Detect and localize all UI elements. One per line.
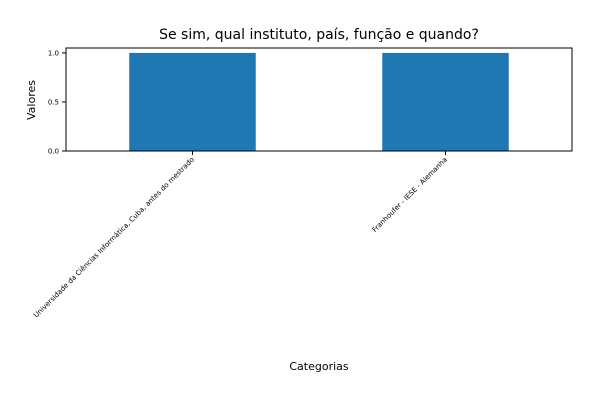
y-tick-label: 0.0 (48, 148, 59, 156)
x-axis-label: Categorias (289, 360, 349, 373)
x-tick-label: Universidade da Ciências Informática, Cu… (32, 156, 196, 320)
y-tick-label: 0.5 (48, 98, 59, 106)
bar (129, 52, 256, 151)
bar (382, 52, 509, 151)
plot-frame (65, 47, 573, 152)
y-axis-label: Valores (25, 80, 38, 120)
x-tick-label: Franhoufer - IESE - Alemanha (371, 156, 449, 234)
plot-area: 0.0 0.5 1.0 Universidade da Ciências Inform… (32, 47, 573, 320)
y-tick-label: 1.0 (48, 49, 59, 57)
chart-title: Se sim, qual instituto, país, função e q… (159, 27, 479, 43)
